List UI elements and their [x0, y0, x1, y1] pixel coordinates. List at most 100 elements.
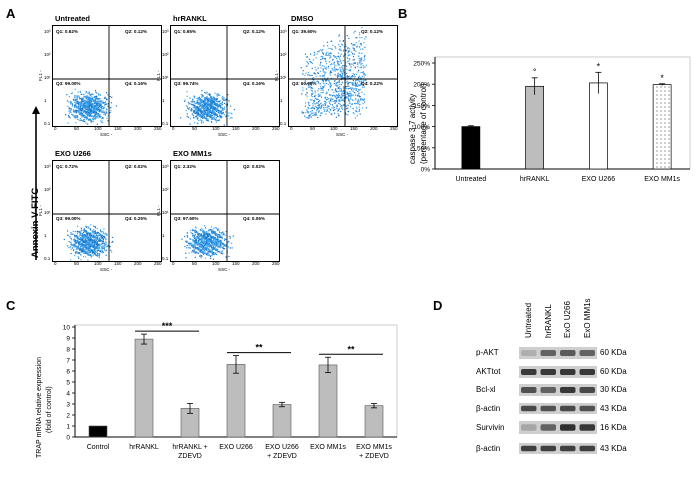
flow-event-dot	[73, 240, 75, 242]
flow-event-dot	[102, 243, 104, 245]
flow-event-dot	[312, 59, 314, 61]
flow-plot: Q1: 0.62% Q2: 0.12% Q3: 99.00% Q4: 0.16%	[52, 25, 162, 127]
molecular-weight-label: 60 KDa	[600, 367, 627, 376]
flow-event-dot	[195, 252, 197, 254]
flow-event-dot	[223, 233, 225, 235]
flow-event-dot	[83, 230, 85, 232]
flow-event-dot	[229, 236, 231, 238]
flow-event-dot	[343, 100, 345, 102]
flow-event-dot	[199, 105, 201, 108]
flow-event-dot	[81, 249, 83, 251]
flow-event-dot	[105, 246, 107, 248]
flow-event-dot	[192, 251, 194, 253]
flow-event-dot	[82, 93, 84, 95]
flow-event-dot	[354, 81, 356, 83]
flow-event-dot	[88, 106, 90, 108]
flow-event-dot	[90, 111, 92, 113]
flow-event-dot	[327, 45, 329, 47]
flow-event-dot	[209, 236, 211, 238]
flow-event-dot	[205, 92, 207, 94]
flow-event-dot	[195, 239, 197, 241]
flow-event-dot	[81, 109, 83, 112]
flow-event-dot	[200, 111, 202, 113]
flow-event-dot	[321, 58, 324, 60]
flow-event-dot	[349, 106, 352, 108]
flow-event-dot	[335, 47, 337, 49]
flow-event-dot	[205, 117, 207, 119]
flow-event-dot	[338, 44, 340, 46]
chart-c-ylabel-line2: (fold of control)	[46, 386, 53, 433]
flow-event-dot	[76, 112, 78, 114]
flow-event-dot	[359, 60, 361, 62]
flow-event-dot	[225, 238, 227, 241]
flow-event-dot	[208, 101, 210, 103]
flow-event-dot	[221, 238, 223, 240]
flow-event-dot	[200, 245, 202, 247]
flow-event-dot	[312, 87, 314, 89]
flow-event-dot	[197, 115, 199, 117]
flow-event-dot	[209, 239, 211, 241]
flow-event-dot	[83, 100, 85, 102]
flow-event-dot	[335, 84, 337, 86]
flow-event-dot	[197, 252, 199, 254]
flow-event-dot	[209, 250, 211, 252]
flow-event-dot	[317, 104, 319, 107]
flow-event-dot	[94, 116, 96, 118]
flow-event-dot	[94, 249, 96, 251]
flow-event-dot	[307, 112, 309, 114]
flow-event-dot	[86, 107, 88, 109]
flow-plot-title: Untreated	[55, 14, 91, 23]
flow-event-dot	[212, 111, 214, 113]
flow-event-dot	[185, 110, 187, 112]
flow-event-dot	[218, 241, 220, 243]
flow-event-dot	[214, 97, 216, 100]
quadrant-q4-value: Q4: 0.06%	[243, 216, 265, 221]
flow-event-dot	[208, 104, 210, 106]
flow-event-dot	[206, 108, 208, 110]
flow-event-dot	[210, 115, 213, 118]
flow-event-dot	[309, 114, 311, 116]
flow-event-dot	[191, 103, 193, 106]
flow-event-dot	[94, 231, 96, 233]
flow-event-dot	[81, 114, 83, 116]
flow-event-dot	[92, 116, 95, 118]
flow-event-dot	[196, 122, 198, 124]
flow-event-dot	[89, 240, 91, 242]
flow-event-dot	[339, 74, 341, 76]
flow-event-dot	[83, 116, 85, 118]
flow-event-dot	[213, 117, 215, 119]
flow-event-dot	[200, 239, 202, 241]
flow-event-dot	[83, 99, 85, 102]
flow-event-dot	[69, 108, 71, 110]
quadrant-q3-value: Q3: 60.08%	[292, 81, 317, 86]
flow-event-dot	[85, 244, 87, 246]
flow-event-dot	[204, 102, 206, 104]
flow-event-dot	[213, 112, 215, 114]
flow-event-dot	[195, 106, 197, 108]
flow-event-dot	[215, 121, 217, 123]
flow-event-dot	[84, 241, 86, 243]
lane-label: hrRANKL	[543, 304, 553, 338]
flow-event-dot	[222, 243, 224, 245]
flow-event-dot	[209, 108, 211, 110]
blot-strip	[519, 366, 597, 378]
flow-event-dot	[333, 66, 336, 68]
flow-event-dot	[206, 120, 208, 122]
flow-event-dot	[201, 251, 203, 253]
flow-event-dot	[220, 107, 222, 109]
flow-event-dot	[219, 105, 221, 107]
flow-event-dot	[305, 117, 307, 119]
ssc-tick-label: 250	[272, 126, 280, 131]
flow-event-dot	[358, 110, 360, 112]
flow-event-dot	[337, 87, 339, 89]
flow-event-dot	[216, 119, 218, 121]
flow-event-dot	[363, 86, 365, 88]
flow-event-dot	[322, 56, 324, 58]
flow-event-dot	[200, 246, 202, 248]
flow-event-dot	[89, 109, 91, 111]
flow-event-dot	[210, 226, 213, 228]
flow-event-dot	[320, 49, 322, 51]
category-label: EXO MM1s	[310, 444, 346, 451]
flow-event-dot	[77, 102, 79, 104]
flow-event-dot	[186, 115, 188, 117]
